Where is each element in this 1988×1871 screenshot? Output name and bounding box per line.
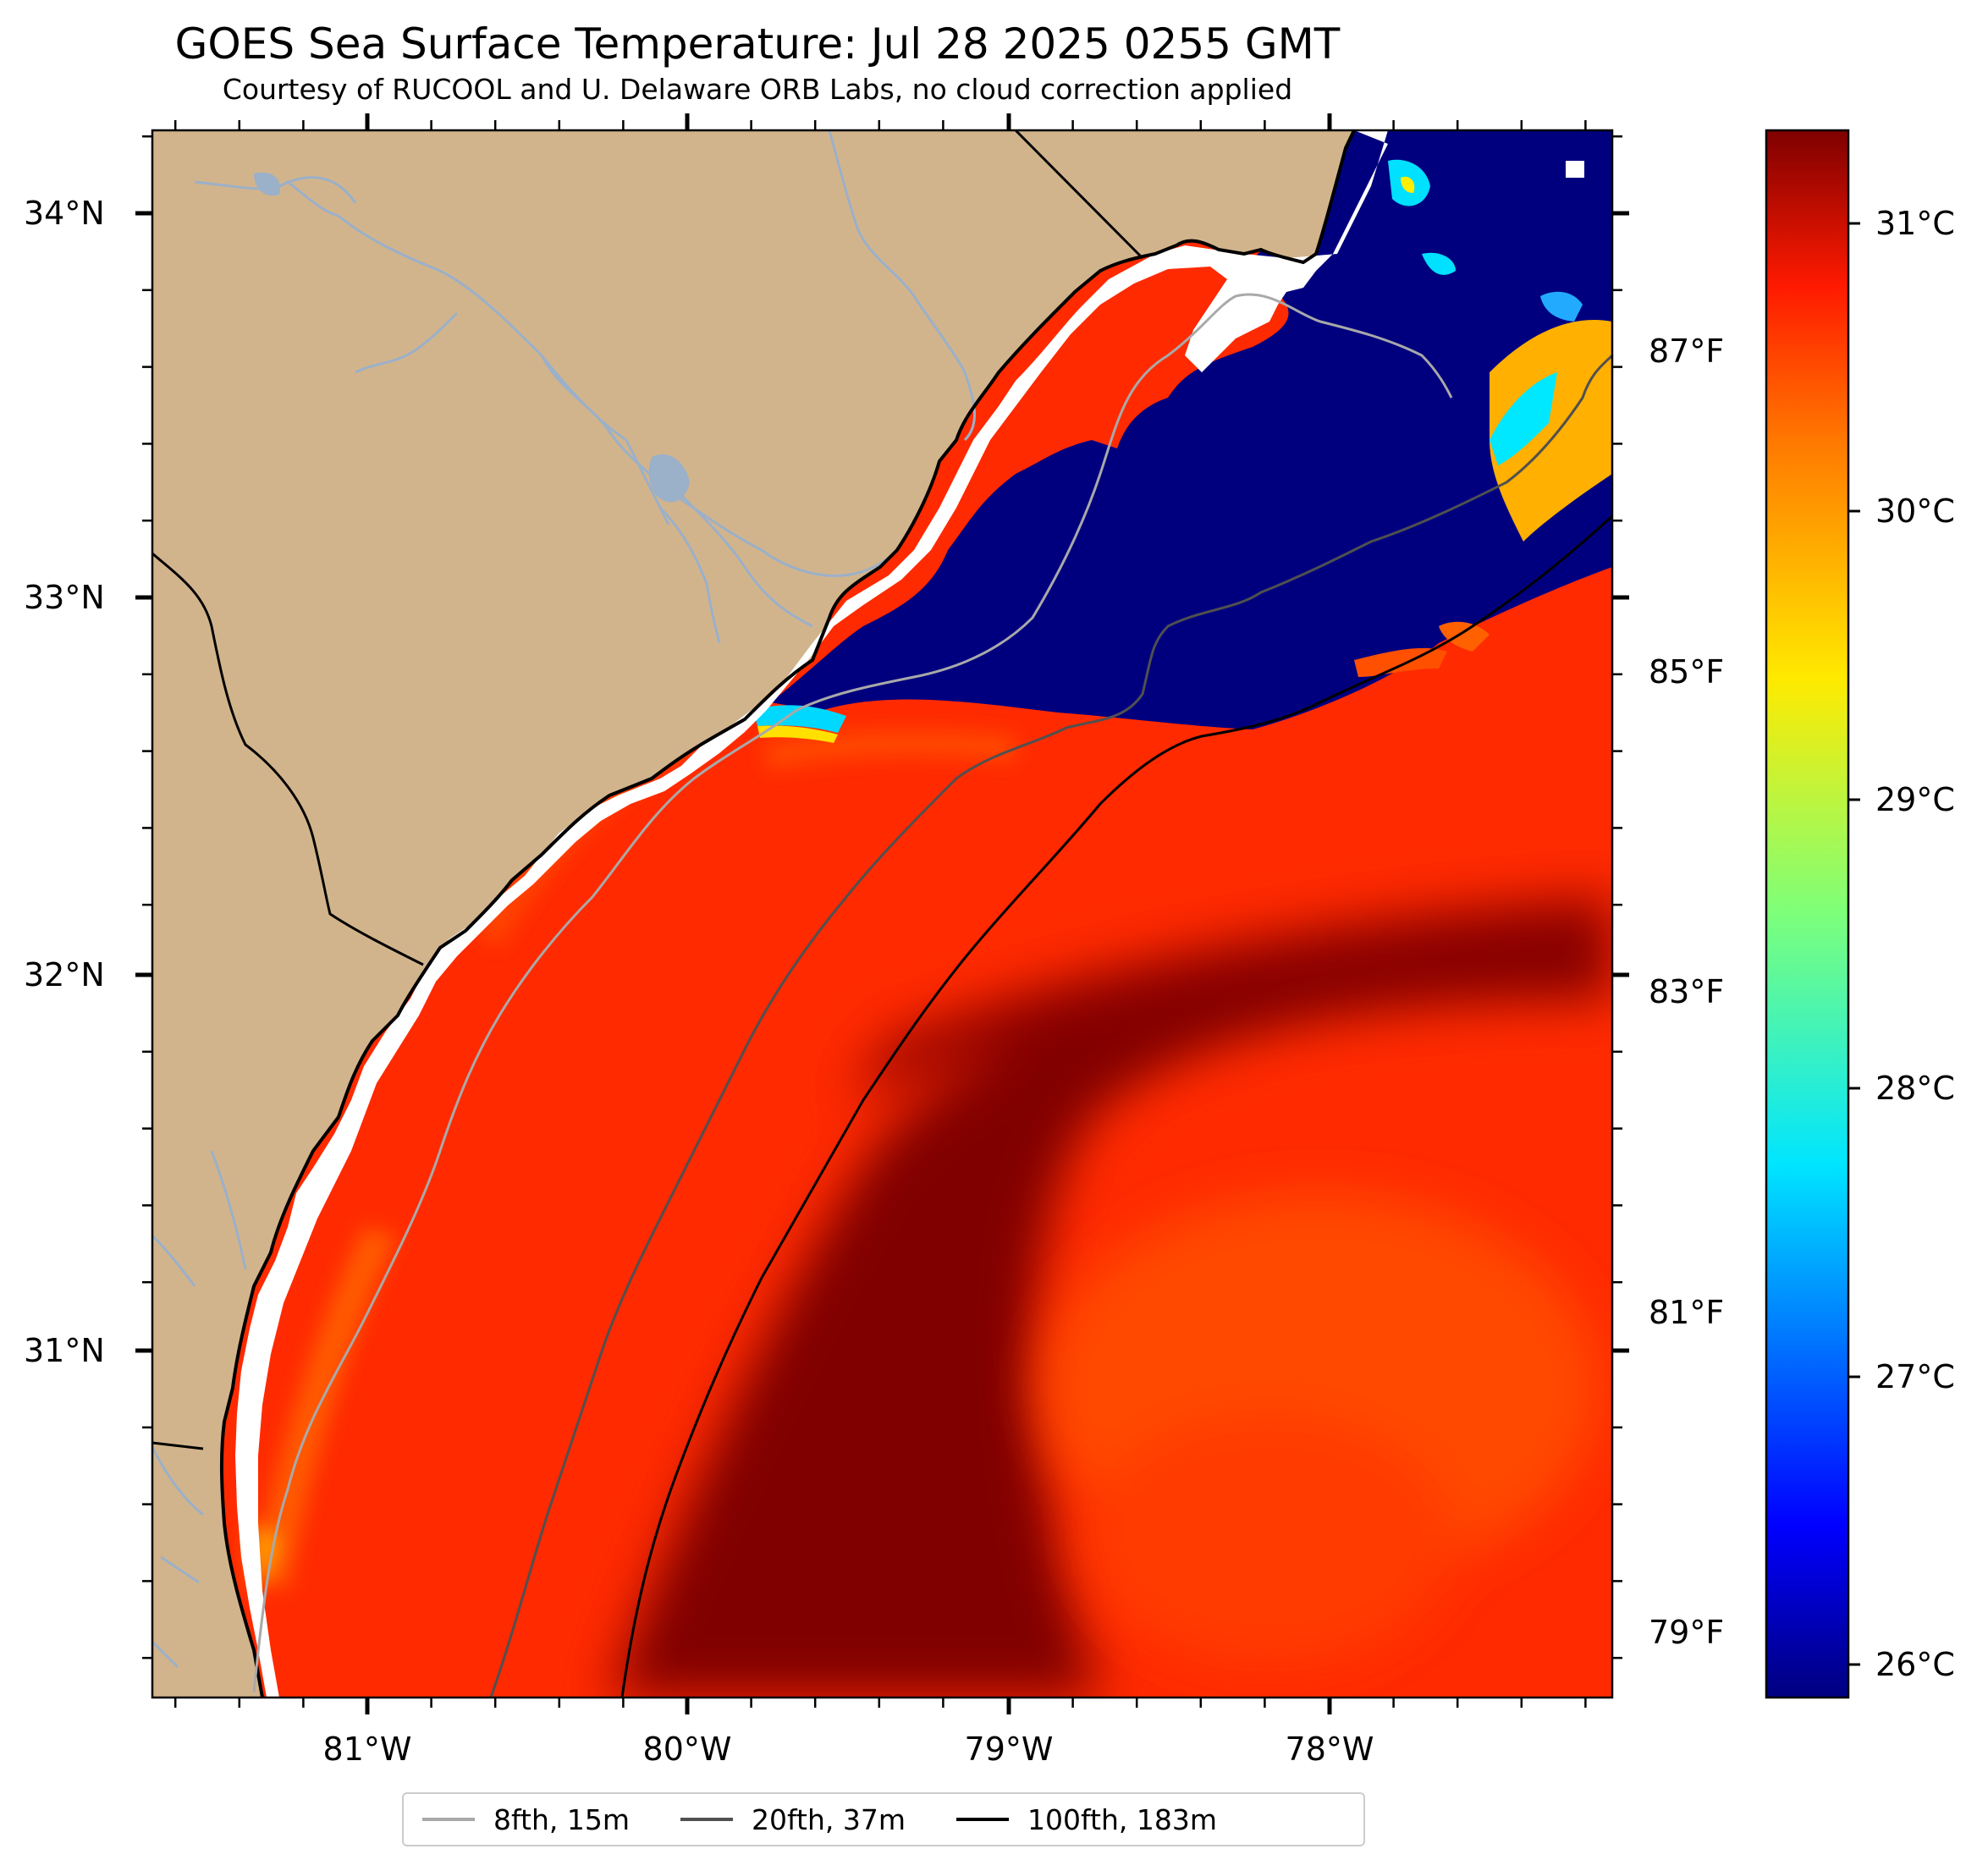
land-mass <box>152 130 1354 1698</box>
lat-label-33: 33°N <box>24 579 105 616</box>
isobath-legend: 8fth, 15m 20fth, 37m 100fth, 183m <box>402 1792 1365 1846</box>
lon-label-80: 80°W <box>642 1731 732 1768</box>
lat-label-34: 34°N <box>24 195 105 232</box>
map-title: GOES Sea Surface Temperature: Jul 28 202… <box>174 19 1341 69</box>
lon-label-79: 79°W <box>964 1731 1054 1768</box>
minor-ticks <box>142 120 1622 1708</box>
lat-label-31: 31°N <box>24 1332 105 1369</box>
c-label-31: 31°C <box>1875 205 1955 242</box>
f-label-85: 85°F <box>1649 653 1725 691</box>
legend-swatch-8fth <box>422 1818 475 1821</box>
colorbar-ticks <box>1848 222 1860 1666</box>
coastline <box>219 130 1356 1698</box>
colorbar <box>1765 129 1850 1699</box>
legend-item-8fth: 8fth, 15m <box>422 1803 630 1836</box>
isobath-100fth <box>620 515 1612 1698</box>
axis-ticks <box>135 113 1629 1714</box>
c-label-26: 26°C <box>1875 1646 1955 1683</box>
state-borders <box>152 130 1144 1450</box>
thermal-front <box>753 159 1612 743</box>
no-data-coastal <box>235 130 1388 1698</box>
map-plot-area <box>152 130 1612 1698</box>
lon-label-78: 78°W <box>1285 1731 1374 1768</box>
map-frame <box>151 129 1614 1699</box>
cold-water-region <box>770 130 1612 729</box>
c-label-27: 27°C <box>1875 1358 1955 1395</box>
lake <box>648 454 690 503</box>
legend-swatch-100fth <box>956 1818 1010 1821</box>
lon-label-81: 81°W <box>322 1731 412 1768</box>
c-label-28: 28°C <box>1875 1070 1955 1107</box>
c-label-29: 29°C <box>1875 781 1955 818</box>
legend-label-20fth: 20fth, 37m <box>752 1802 906 1836</box>
isobath-8fth <box>252 293 1453 1693</box>
f-label-81: 81°F <box>1649 1294 1725 1331</box>
lake-2 <box>254 172 280 196</box>
f-label-87: 87°F <box>1649 333 1725 370</box>
legend-label-8fth: 8fth, 15m <box>493 1802 631 1836</box>
legend-label-100fth: 100fth, 183m <box>1027 1802 1218 1836</box>
legend-item-20fth: 20fth, 37m <box>680 1803 906 1836</box>
legend-item-100fth: 100fth, 183m <box>956 1803 1217 1836</box>
warm-eddy <box>1041 1193 1600 1667</box>
map-subtitle: Courtesy of RUCOOL and U. Delaware ORB L… <box>222 73 1293 106</box>
f-label-79: 79°F <box>1649 1614 1725 1651</box>
c-label-30: 30°C <box>1875 493 1955 530</box>
legend-swatch-20fth <box>680 1818 734 1821</box>
lat-label-32: 32°N <box>24 956 105 993</box>
f-label-83: 83°F <box>1649 973 1725 1010</box>
isobath-20fth <box>489 354 1612 1698</box>
